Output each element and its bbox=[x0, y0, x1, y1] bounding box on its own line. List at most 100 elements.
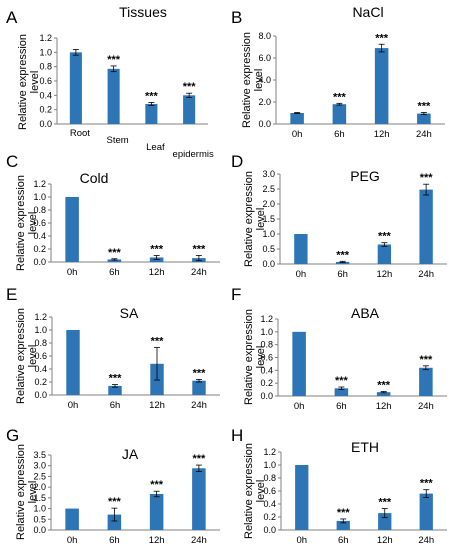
bar bbox=[183, 95, 196, 124]
y-tick-label: 1.2 bbox=[260, 314, 273, 324]
significance-label: *** bbox=[333, 91, 347, 103]
y-tick-label: 1.0 bbox=[39, 47, 52, 57]
panel-letter: G bbox=[6, 426, 19, 445]
x-tick-label: 24h bbox=[416, 129, 432, 140]
bar bbox=[192, 380, 206, 395]
y-tick-label: 2.0 bbox=[262, 199, 275, 209]
bar bbox=[290, 113, 304, 124]
significance-label: *** bbox=[417, 100, 431, 112]
x-tick-label: 6h bbox=[109, 535, 120, 546]
bar bbox=[108, 385, 122, 395]
bar bbox=[69, 52, 82, 125]
y-tick-label: 0.0 bbox=[263, 525, 276, 535]
panel-title: PEG bbox=[350, 168, 380, 184]
x-tick-label: Root bbox=[70, 128, 90, 139]
y-tick-label: 1.0 bbox=[34, 325, 47, 335]
y-tick-label: 0.4 bbox=[263, 499, 276, 509]
y-tick-label: 2.5 bbox=[262, 184, 275, 194]
x-tick-label: 12h bbox=[376, 269, 392, 280]
y-tick-label: 0.2 bbox=[39, 105, 52, 115]
bar bbox=[66, 330, 80, 395]
x-tick-label: 24h bbox=[418, 401, 434, 412]
y-tick-label: 0.6 bbox=[33, 218, 46, 228]
y-axis-label: Relative expressionlevel bbox=[241, 32, 265, 128]
panel-title: SA bbox=[120, 305, 139, 321]
bar bbox=[374, 48, 389, 124]
significance-label: *** bbox=[336, 249, 350, 261]
x-tick-label: 24h bbox=[191, 535, 207, 546]
x-tick-label: 12h bbox=[149, 535, 165, 546]
y-tick-label: 0.4 bbox=[34, 364, 47, 374]
significance-label: *** bbox=[192, 453, 206, 465]
panel-letter: F bbox=[231, 285, 241, 304]
significance-label: *** bbox=[337, 507, 351, 519]
significance-label: *** bbox=[108, 496, 122, 508]
x-tick-label: 12h bbox=[374, 129, 390, 140]
x-tick-label: 24h bbox=[191, 267, 207, 278]
y-tick-label: 1.5 bbox=[262, 214, 275, 224]
y-tick-label: 3.0 bbox=[33, 461, 46, 471]
x-tick-label: 6h bbox=[109, 267, 120, 278]
y-axis-label: Relative expressionlevel bbox=[15, 308, 39, 404]
x-tick-label: 6h bbox=[334, 129, 345, 140]
panel-title: ETH bbox=[351, 439, 379, 455]
panel-title: Cold bbox=[80, 170, 109, 186]
y-tick-label: 0.2 bbox=[260, 378, 273, 388]
y-tick-label: 0.0 bbox=[260, 391, 273, 401]
bar bbox=[107, 514, 122, 530]
y-tick-label: 0.6 bbox=[39, 76, 52, 86]
significance-label: *** bbox=[108, 247, 122, 259]
y-tick-label: 0.6 bbox=[263, 486, 276, 496]
y-tick-label: 1.0 bbox=[262, 229, 275, 239]
x-tick-label: 0h bbox=[296, 269, 307, 280]
significance-label: *** bbox=[193, 367, 207, 379]
y-tick-label: 0.2 bbox=[33, 244, 46, 254]
y-axis-label: Relative expressionlevel bbox=[243, 443, 267, 539]
y-axis-label: Relative expressionlevel bbox=[17, 34, 41, 130]
y-tick-label: 3.5 bbox=[33, 450, 46, 460]
bar bbox=[65, 197, 79, 262]
y-tick-label: 1.2 bbox=[34, 312, 47, 322]
bar bbox=[149, 494, 164, 530]
significance-label: *** bbox=[145, 91, 159, 103]
x-tick-label: epidermis bbox=[173, 149, 214, 160]
bar bbox=[332, 104, 347, 124]
y-tick-label: 0.8 bbox=[39, 62, 52, 72]
bar bbox=[107, 68, 120, 124]
bar bbox=[335, 261, 350, 264]
x-tick-label: 6h bbox=[336, 401, 347, 412]
panel-letter: H bbox=[231, 426, 243, 445]
y-tick-label: 1.0 bbox=[33, 192, 46, 202]
panel-letter: E bbox=[6, 285, 17, 304]
bar bbox=[295, 465, 309, 530]
bar bbox=[376, 392, 391, 396]
significance-label: *** bbox=[377, 380, 391, 392]
panel-letter: D bbox=[231, 152, 243, 171]
y-tick-label: 0.8 bbox=[260, 340, 273, 350]
bar bbox=[419, 189, 433, 264]
x-tick-label: 12h bbox=[377, 535, 393, 546]
bar bbox=[107, 259, 122, 262]
significance-label: *** bbox=[183, 81, 197, 93]
x-tick-label: 24h bbox=[418, 269, 434, 280]
y-tick-label: 0.0 bbox=[258, 119, 271, 129]
y-tick-label: 0.6 bbox=[260, 353, 273, 363]
y-tick-label: 1.0 bbox=[33, 504, 46, 514]
x-tick-label: 0h bbox=[68, 400, 79, 411]
x-tick-label: 0h bbox=[67, 267, 78, 278]
bar bbox=[378, 513, 392, 530]
y-axis-label: Relative expressionlevel bbox=[15, 175, 39, 271]
x-tick-label: 12h bbox=[149, 400, 165, 411]
bar bbox=[192, 468, 206, 530]
y-tick-label: 0.2 bbox=[34, 377, 47, 387]
x-tick-label: 6h bbox=[110, 400, 121, 411]
x-tick-label: 12h bbox=[149, 267, 165, 278]
x-tick-label: 0h bbox=[294, 401, 305, 412]
bar bbox=[65, 508, 79, 530]
y-tick-label: 3.0 bbox=[262, 169, 275, 179]
x-tick-label: 6h bbox=[338, 535, 349, 546]
